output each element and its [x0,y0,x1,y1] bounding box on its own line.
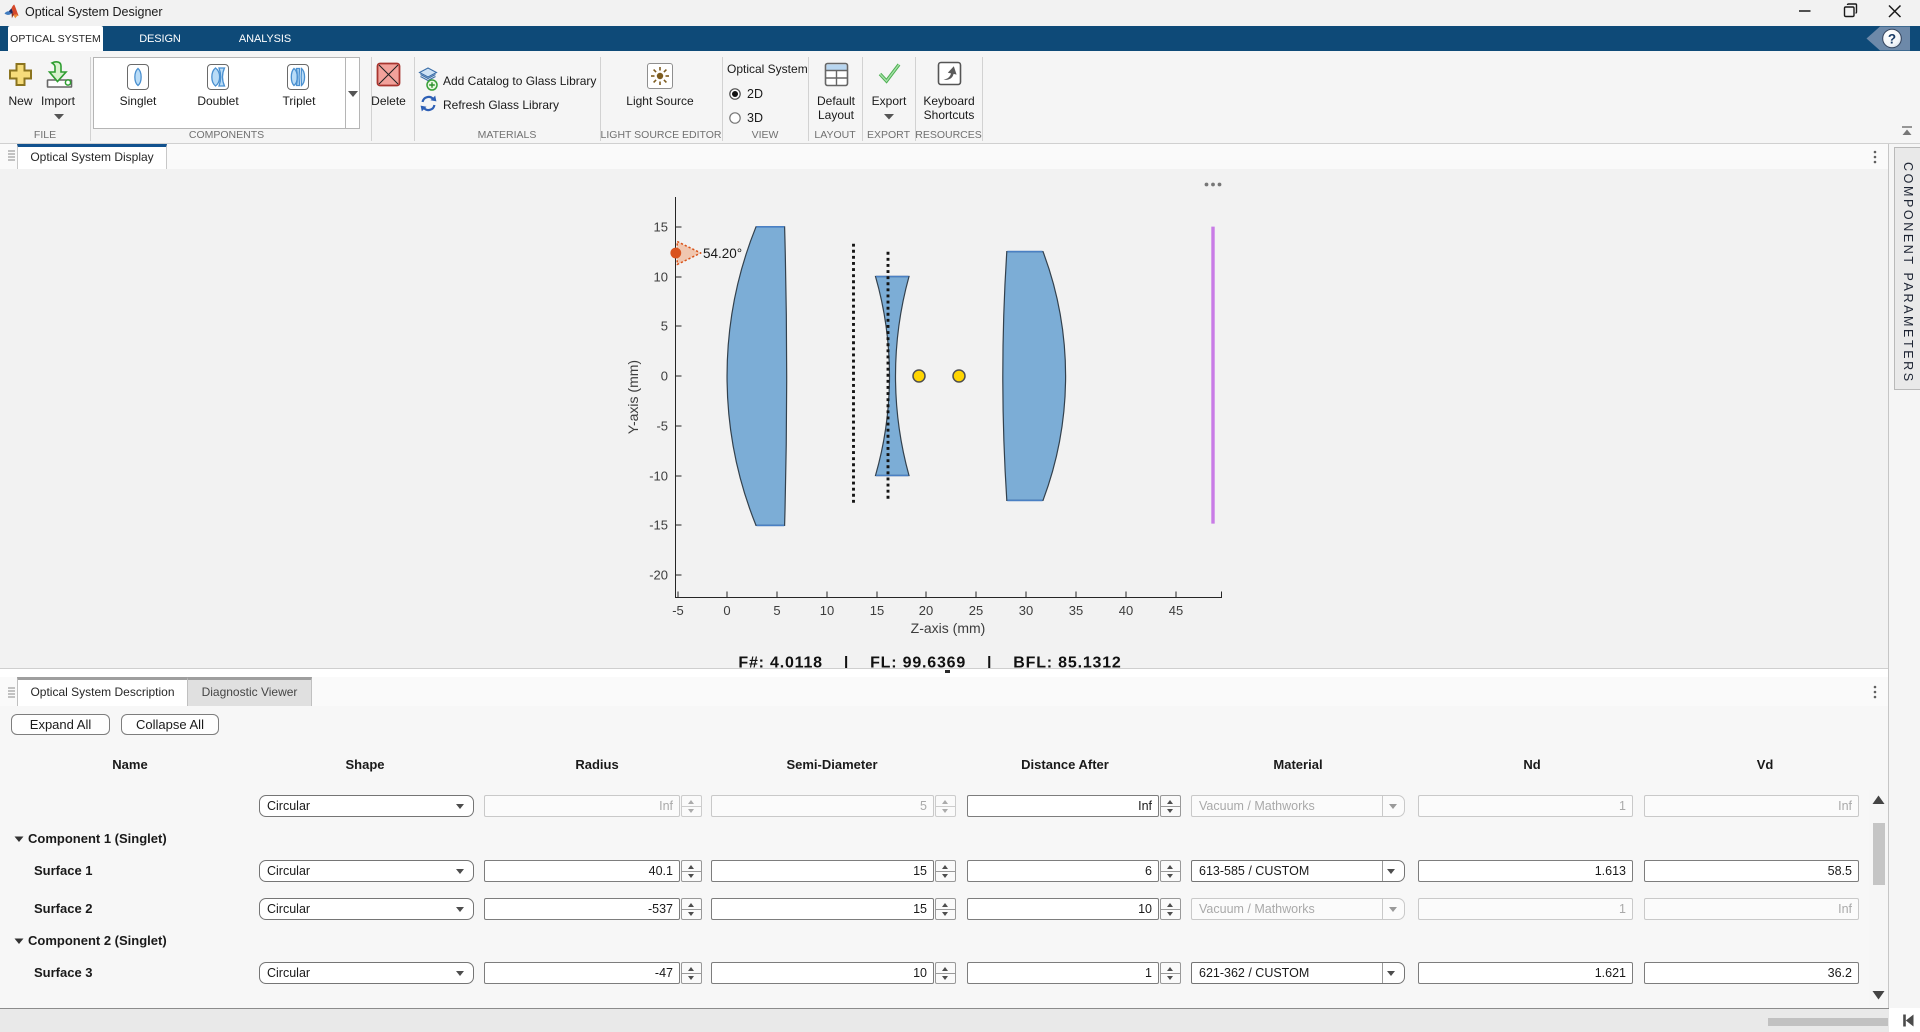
svg-text:Y-axis (mm): Y-axis (mm) [625,360,641,434]
svg-text:-5: -5 [656,419,668,434]
svg-text:0: 0 [661,369,668,384]
svg-text:54.20°: 54.20° [703,246,742,261]
svg-text:5: 5 [773,603,780,618]
svg-text:F#: 4.0118 | FL: 99.6369: F#: 4.0118 | FL: 99.6369 | BFL: 85.1312 [738,655,1121,669]
svg-text:45: 45 [1169,603,1183,618]
svg-text:-10: -10 [649,469,668,484]
svg-text:?: ? [1888,32,1896,47]
svg-text:0: 0 [723,603,730,618]
svg-text:-20: -20 [649,568,668,583]
svg-text:-15: -15 [649,518,668,533]
svg-text:15: 15 [870,603,884,618]
svg-text:35: 35 [1069,603,1083,618]
svg-text:25: 25 [969,603,983,618]
svg-text:5: 5 [661,319,668,334]
svg-text:15: 15 [654,220,668,235]
svg-text:40: 40 [1119,603,1133,618]
svg-text:30: 30 [1019,603,1033,618]
svg-text:10: 10 [820,603,834,618]
svg-text:10: 10 [654,270,668,285]
svg-text:Z-axis (mm): Z-axis (mm) [911,620,986,636]
svg-text:-5: -5 [672,603,684,618]
svg-text:20: 20 [919,603,933,618]
